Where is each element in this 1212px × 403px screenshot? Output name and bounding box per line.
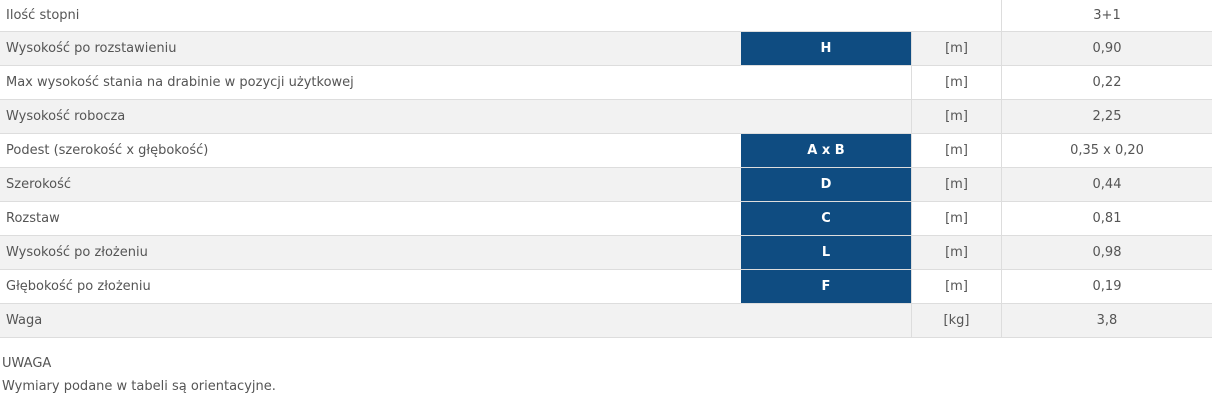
cell-label: Szerokość bbox=[6, 177, 72, 192]
table-row: Ilość stopni 3+1 bbox=[0, 0, 1212, 32]
cell-label: Podest (szerokość x głębokość) bbox=[6, 143, 209, 158]
cell-unit: [m] bbox=[911, 168, 1001, 201]
table-row: Wysokość robocza [m] 2,25 bbox=[0, 100, 1212, 134]
cell-code: A x B bbox=[741, 134, 911, 167]
cell-value: 3+1 bbox=[1001, 0, 1212, 31]
table-row: Podest (szerokość x głębokość) A x B [m] 0,… bbox=[0, 134, 1212, 168]
cell-label: Waga bbox=[6, 313, 43, 328]
table-row: Szerokość D [m] 0,44 bbox=[0, 168, 1212, 202]
cell-value: 0,90 bbox=[1001, 32, 1212, 65]
cell-unit: [m] bbox=[911, 134, 1001, 167]
cell-code: L bbox=[741, 236, 911, 269]
table-row: Rozstaw C [m] 0,81 bbox=[0, 202, 1212, 236]
cell-unit: [m] bbox=[911, 66, 1001, 99]
spec-table: Ilość stopni 3+1 Wysokość po rozstawieniu H… bbox=[0, 0, 1212, 338]
cell-value: 0,35 x 0,20 bbox=[1001, 134, 1212, 167]
cell-unit: [m] bbox=[911, 202, 1001, 235]
cell-value: 0,81 bbox=[1001, 202, 1212, 235]
cell-unit: [m] bbox=[911, 100, 1001, 133]
cell-label: Głębokość po złożeniu bbox=[6, 279, 151, 294]
cell-label: Max wysokość stania na drabinie w pozycj… bbox=[6, 75, 354, 90]
note-title: UWAGA bbox=[2, 356, 52, 371]
cell-value: 3,8 bbox=[1001, 304, 1212, 337]
cell-value: 0,22 bbox=[1001, 66, 1212, 99]
table-row: Wysokość po rozstawieniu H [m] 0,90 bbox=[0, 32, 1212, 66]
note-text: Wymiary podane w tabeli są orientacyjne. bbox=[2, 379, 276, 394]
table-row: Głębokość po złożeniu F [m] 0,19 bbox=[0, 270, 1212, 304]
cell-code: D bbox=[741, 168, 911, 201]
cell-label: Wysokość robocza bbox=[6, 109, 126, 124]
cell-code: C bbox=[741, 202, 911, 235]
cell-label: Wysokość po rozstawieniu bbox=[6, 41, 177, 56]
cell-label: Ilość stopni bbox=[6, 8, 80, 23]
table-row: Wysokość po złożeniu L [m] 0,98 bbox=[0, 236, 1212, 270]
cell-value: 2,25 bbox=[1001, 100, 1212, 133]
cell-value: 0,44 bbox=[1001, 168, 1212, 201]
table-row: Max wysokość stania na drabinie w pozycj… bbox=[0, 66, 1212, 100]
cell-unit: [kg] bbox=[911, 304, 1001, 337]
cell-label: Wysokość po złożeniu bbox=[6, 245, 148, 260]
cell-unit: [m] bbox=[911, 236, 1001, 269]
cell-label: Rozstaw bbox=[6, 211, 60, 226]
cell-code: H bbox=[741, 32, 911, 65]
cell-code: F bbox=[741, 270, 911, 303]
cell-unit: [m] bbox=[911, 270, 1001, 303]
cell-unit: [m] bbox=[911, 32, 1001, 65]
cell-value: 0,19 bbox=[1001, 270, 1212, 303]
cell-value: 0,98 bbox=[1001, 236, 1212, 269]
table-row: Waga [kg] 3,8 bbox=[0, 304, 1212, 338]
